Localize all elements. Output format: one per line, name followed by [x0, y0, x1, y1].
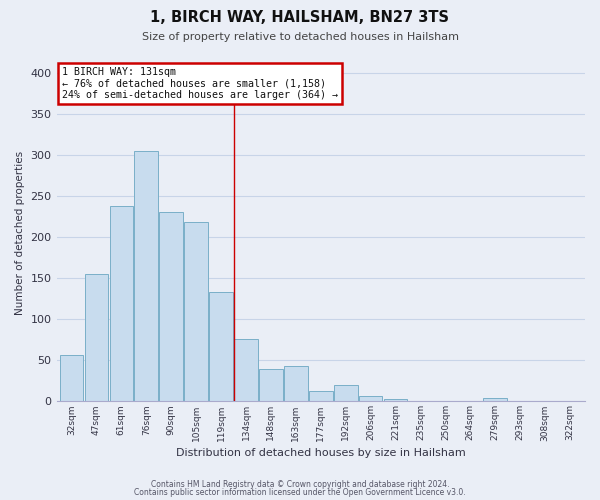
- Text: Contains HM Land Registry data © Crown copyright and database right 2024.: Contains HM Land Registry data © Crown c…: [151, 480, 449, 489]
- X-axis label: Distribution of detached houses by size in Hailsham: Distribution of detached houses by size …: [176, 448, 466, 458]
- Bar: [284, 366, 308, 402]
- Y-axis label: Number of detached properties: Number of detached properties: [15, 151, 25, 316]
- Bar: [309, 390, 332, 402]
- Bar: [85, 274, 108, 402]
- Bar: [209, 292, 233, 402]
- Text: 1 BIRCH WAY: 131sqm
← 76% of detached houses are smaller (1,158)
24% of semi-det: 1 BIRCH WAY: 131sqm ← 76% of detached ho…: [62, 66, 338, 100]
- Bar: [59, 354, 83, 402]
- Bar: [110, 206, 133, 402]
- Text: 1, BIRCH WAY, HAILSHAM, BN27 3TS: 1, BIRCH WAY, HAILSHAM, BN27 3TS: [151, 10, 449, 25]
- Text: Size of property relative to detached houses in Hailsham: Size of property relative to detached ho…: [142, 32, 458, 42]
- Bar: [184, 222, 208, 402]
- Bar: [359, 396, 382, 402]
- Bar: [384, 399, 407, 402]
- Bar: [484, 398, 507, 402]
- Text: Contains public sector information licensed under the Open Government Licence v3: Contains public sector information licen…: [134, 488, 466, 497]
- Bar: [234, 339, 258, 402]
- Bar: [134, 151, 158, 402]
- Bar: [259, 368, 283, 402]
- Bar: [160, 212, 183, 402]
- Bar: [334, 385, 358, 402]
